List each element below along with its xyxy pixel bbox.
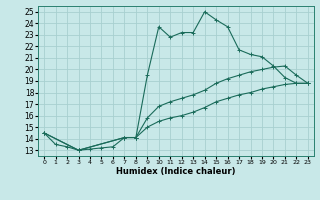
X-axis label: Humidex (Indice chaleur): Humidex (Indice chaleur)	[116, 167, 236, 176]
